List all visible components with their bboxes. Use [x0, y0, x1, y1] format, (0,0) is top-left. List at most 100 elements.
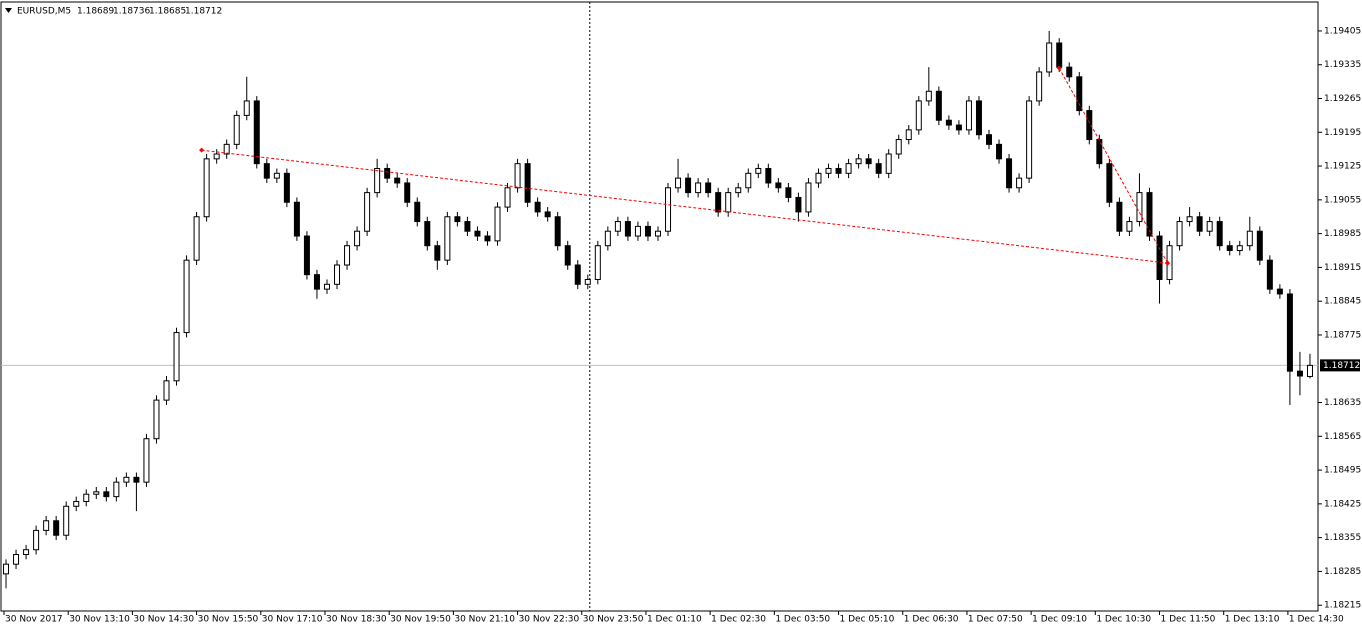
candle-body: [183, 259, 190, 334]
candle-body: [675, 177, 682, 189]
candle-body: [1276, 288, 1283, 295]
candle-body: [213, 153, 220, 160]
candle-body: [103, 491, 110, 498]
candle-body: [73, 500, 80, 507]
candle-body: [986, 134, 993, 145]
y-tick-label: 1.19055: [1324, 195, 1361, 205]
candle-body: [1006, 158, 1013, 189]
candle-body: [1286, 293, 1293, 372]
candle-body: [1076, 76, 1083, 112]
candle-body: [153, 399, 160, 440]
y-tick-label: 1.18285: [1324, 567, 1361, 577]
menu-arrow[interactable]: [5, 8, 12, 13]
candle-body: [524, 163, 531, 203]
candle-body: [1126, 221, 1133, 232]
x-tick-label: 1 Dec 10:30: [1096, 615, 1151, 625]
x-tick-label: 30 Nov 2017: [5, 615, 63, 625]
candle-body: [494, 206, 501, 242]
candle-body: [173, 332, 180, 382]
candle-body: [815, 172, 822, 184]
candle-body: [223, 143, 230, 155]
candle-body: [514, 163, 521, 189]
candle-body: [624, 221, 631, 237]
candle-body: [1256, 230, 1263, 261]
candle-body: [1176, 221, 1183, 247]
x-tick-label: 1 Dec 05:10: [840, 615, 895, 625]
y-tick-label: 1.18845: [1324, 297, 1361, 307]
candle-body: [785, 187, 792, 198]
candle-body: [23, 549, 30, 556]
candle-body: [895, 139, 902, 155]
candle-body: [484, 235, 491, 242]
candle-body: [1116, 201, 1123, 232]
candle-body: [313, 274, 320, 290]
x-tick-label: 1 Dec 02:30: [711, 615, 766, 625]
candle-body: [634, 225, 641, 237]
candle-body: [414, 201, 421, 223]
candle-body: [1266, 259, 1273, 290]
candle-body: [13, 554, 20, 565]
candle-body: [253, 100, 260, 165]
candle-body: [1066, 66, 1073, 78]
candle-body: [996, 143, 1003, 160]
candle-body: [434, 245, 441, 261]
candle-body: [755, 167, 762, 174]
candle-body: [1186, 216, 1193, 223]
y-tick-label: 1.19335: [1324, 60, 1361, 70]
y-tick-label: 1.18495: [1324, 466, 1361, 476]
candle-body: [243, 100, 250, 116]
candle-body: [614, 221, 621, 232]
x-tick-label: 30 Nov 21:10: [454, 615, 515, 625]
candle-body: [394, 177, 401, 184]
candle-body: [885, 153, 892, 174]
candle-body: [424, 221, 431, 247]
candle-body: [263, 163, 270, 179]
candle-body: [725, 192, 732, 213]
candle-body: [955, 124, 962, 131]
y-tick-label: 1.18215: [1324, 601, 1361, 611]
candle-body: [193, 216, 200, 261]
x-tick-label: 1 Dec 01:10: [647, 615, 702, 625]
candle-body: [404, 182, 411, 203]
candle-body: [303, 235, 310, 276]
candle-body: [865, 158, 872, 165]
y-tick-label: 1.18565: [1324, 432, 1361, 442]
header-low: 1.18685: [149, 7, 186, 17]
candle-body: [1016, 177, 1023, 189]
candle-body: [765, 167, 772, 184]
y-tick-label: 1.18355: [1324, 533, 1361, 543]
candle-body: [845, 163, 852, 174]
candle-body: [1236, 245, 1243, 252]
candle-body: [875, 163, 882, 174]
candle-body: [915, 100, 922, 131]
candle-body: [323, 283, 330, 290]
candle-body: [554, 216, 561, 247]
candle-body: [33, 529, 40, 551]
candle-body: [133, 476, 140, 483]
y-tick-label: 1.18775: [1324, 330, 1361, 340]
candle-body: [604, 230, 611, 247]
candle-body: [825, 167, 832, 174]
bid-label-box: [1320, 359, 1360, 372]
candle-body: [715, 192, 722, 213]
candle-body: [1026, 100, 1033, 179]
candle-body: [83, 493, 90, 502]
candle-body: [1146, 192, 1153, 237]
candle-body: [384, 167, 391, 179]
bid-label: 1.18712: [1323, 361, 1360, 371]
candle-body: [1036, 71, 1043, 102]
y-tick-label: 1.19265: [1324, 94, 1361, 104]
candle-body: [1136, 192, 1143, 223]
trend-anchor: [1056, 65, 1062, 71]
candle-body: [705, 182, 712, 194]
candle-body: [835, 167, 842, 174]
candle-body: [143, 438, 150, 483]
candle-body: [735, 187, 742, 194]
x-tick-label: 30 Nov 13:10: [69, 615, 130, 625]
candle-body: [775, 182, 782, 189]
candle-body: [905, 129, 912, 141]
x-tick-label: 1 Dec 03:50: [775, 615, 830, 625]
candle-body: [53, 520, 60, 536]
candle-body: [1216, 221, 1223, 247]
